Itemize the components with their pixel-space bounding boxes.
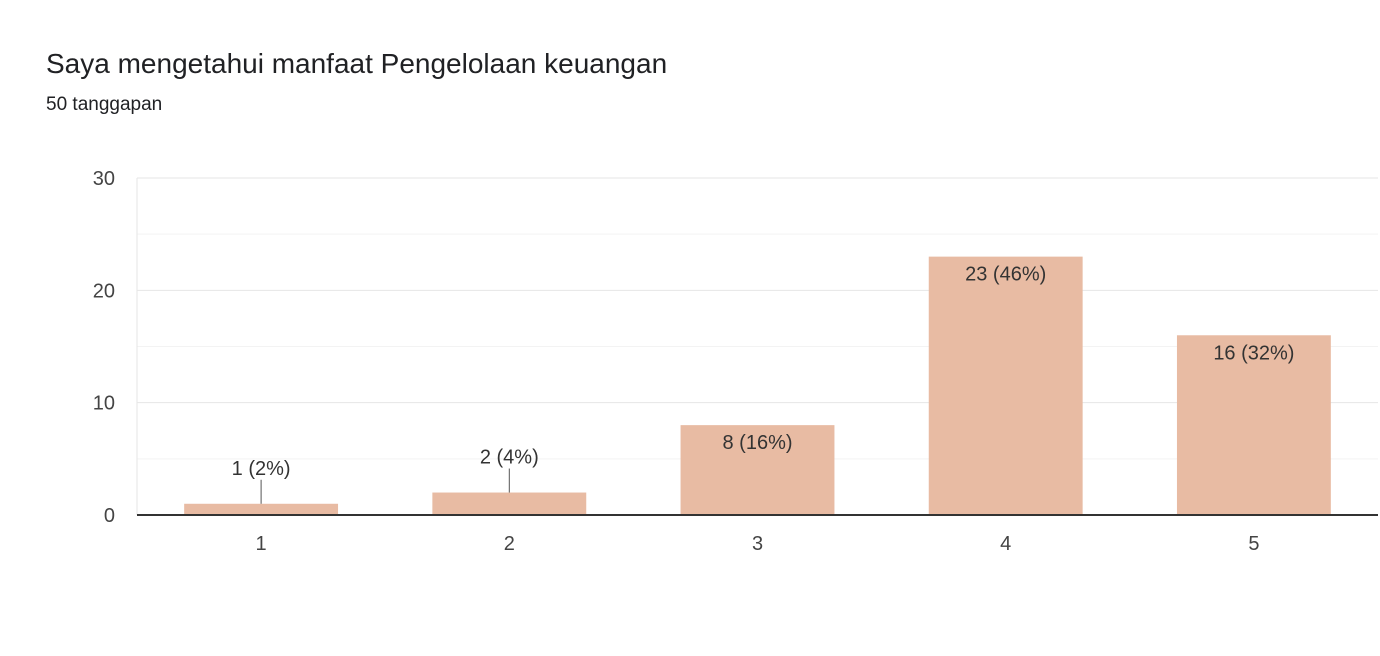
data-labels: 1 (2%) 2 (4%) 8 (16%) 23 (46%) 16 (32%)	[232, 264, 1294, 504]
data-label: 8 (16%)	[722, 432, 792, 454]
x-tick-label: 2	[504, 533, 515, 555]
axes: 0 10 20 30 1 2 3 4 5	[93, 168, 1378, 555]
data-label: 2 (4%)	[480, 447, 539, 469]
data-label: 23 (46%)	[965, 264, 1046, 286]
y-tick-label: 0	[104, 505, 115, 527]
response-count: 50 tanggapan	[46, 94, 163, 115]
bar	[680, 425, 835, 515]
x-tick-label: 3	[752, 533, 763, 555]
y-tick-label: 10	[93, 393, 115, 415]
x-tick-label: 4	[1000, 533, 1011, 555]
data-label: 16 (32%)	[1213, 342, 1294, 364]
x-tick-label: 5	[1248, 533, 1259, 555]
y-tick-label: 20	[93, 280, 115, 302]
chart-title: Saya mengetahui manfaat Pengelolaan keua…	[46, 48, 668, 79]
data-label: 1 (2%)	[232, 458, 291, 480]
bar	[928, 256, 1083, 515]
bar	[1176, 335, 1331, 515]
bar	[432, 492, 587, 515]
bars	[184, 256, 1331, 515]
bar	[184, 503, 339, 515]
y-tick-label: 30	[93, 168, 115, 190]
x-tick-label: 1	[256, 533, 267, 555]
